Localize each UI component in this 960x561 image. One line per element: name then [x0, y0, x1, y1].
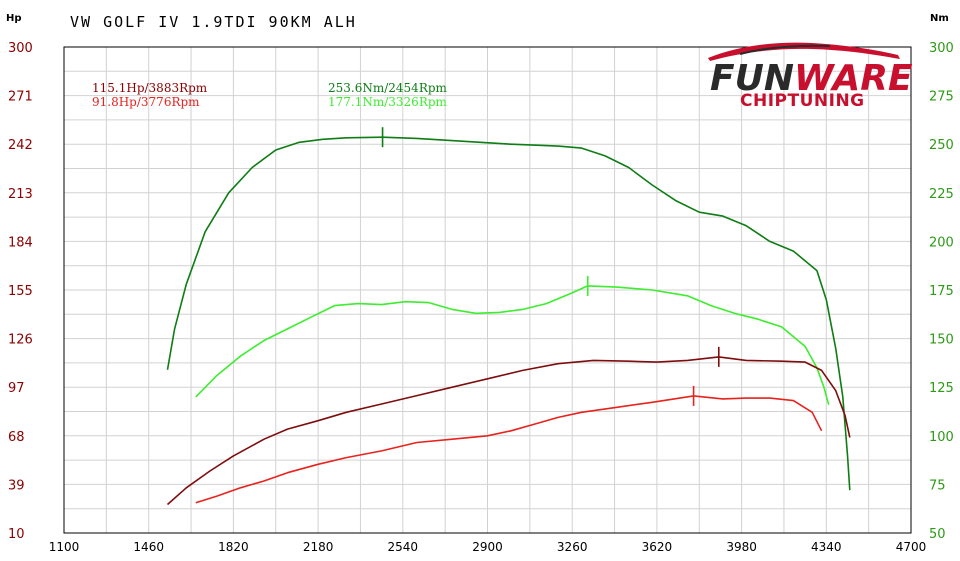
x-tick-label: 1820	[218, 540, 249, 554]
y-left-tick-label: 68	[8, 430, 25, 445]
x-tick-label: 3980	[726, 540, 757, 554]
logo-text-ware: WARE	[794, 58, 913, 99]
annotation-nm-2: 177.1Nm/3326Rpm	[328, 95, 448, 109]
y-right-tick-label: 300	[929, 41, 954, 56]
y-left-tick-label: 213	[8, 187, 33, 202]
annotation-hp-2: 91.8Hp/3776Rpm	[92, 95, 200, 109]
plot-frame	[63, 46, 912, 534]
y-right-tick-label: 125	[929, 381, 954, 396]
y-right-tick-label: 250	[929, 138, 954, 153]
y-left-tick-label: 155	[8, 284, 33, 299]
annotation-hp-1: 115.1Hp/3883Rpm	[92, 81, 208, 95]
y-right-tick-label: 75	[929, 478, 946, 493]
x-tick-label: 4340	[811, 540, 842, 554]
y-right-tick-label: 200	[929, 235, 954, 250]
y-right-tick-label: 275	[929, 90, 954, 105]
y-left-tick-label: 271	[8, 90, 33, 105]
y-right-unit: Nm	[930, 13, 949, 24]
x-tick-label: 1100	[49, 540, 80, 554]
logo-text-fun: FUN	[710, 58, 794, 99]
x-tick-label: 2900	[472, 540, 503, 554]
series-line-2	[195, 285, 830, 405]
chart-title: VW GOLF IV 1.9TDI 90KM ALH	[70, 13, 357, 31]
annotation-nm-1: 253.6Nm/2454Rpm	[328, 81, 448, 95]
y-left-tick-label: 97	[8, 381, 25, 396]
grid	[64, 47, 911, 533]
x-tick-label: 4700	[896, 540, 927, 554]
logo-swoosh	[708, 42, 900, 61]
series-line-4	[195, 395, 823, 504]
x-tick-label: 3260	[557, 540, 588, 554]
y-left-tick-label: 300	[8, 41, 33, 56]
y-right-tick-label: 100	[929, 430, 954, 445]
x-tick-label: 2180	[303, 540, 334, 554]
series-line-1	[166, 136, 851, 491]
y-right-tick-label: 225	[929, 187, 954, 202]
y-left-tick-label: 39	[8, 478, 25, 493]
logo-tagline: CHIPTUNING	[740, 91, 865, 111]
logo-swoosh-line	[739, 44, 831, 55]
x-ticks: 1100 1460 1820 2180 2540 2900 3260 3620 3980 4340…	[49, 540, 927, 554]
y-right-ticks: 50 75 100 125 150 175 200 225 250 275 300	[929, 41, 954, 542]
funware-logo: FUNWARE CHIPTUNING	[708, 42, 913, 111]
y-right-tick-label: 150	[929, 333, 954, 348]
y-left-tick-label: 10	[8, 527, 25, 542]
y-right-tick-label: 175	[929, 284, 954, 299]
y-left-unit: Hp	[6, 13, 22, 24]
y-left-tick-label: 184	[8, 235, 33, 250]
series-group	[166, 127, 851, 506]
series-line-3	[166, 356, 851, 506]
x-tick-label: 1460	[133, 540, 164, 554]
x-tick-label: 2540	[388, 540, 419, 554]
y-left-tick-label: 126	[8, 333, 33, 348]
logo-text: FUNWARE	[710, 58, 913, 99]
y-left-ticks: 10 39 68 97 126 155 184 213 242 271 300	[8, 41, 33, 542]
y-left-tick-label: 242	[8, 138, 33, 153]
x-tick-label: 3620	[642, 540, 673, 554]
y-right-tick-label: 50	[929, 527, 946, 542]
